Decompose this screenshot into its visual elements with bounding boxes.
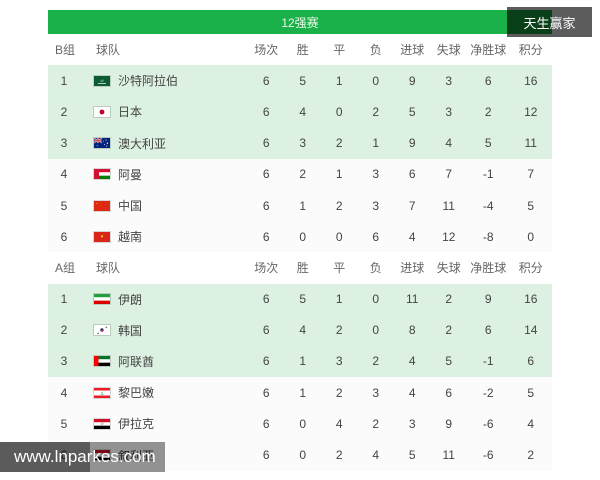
svg-text:الله: الله [100,422,104,425]
svg-text:الله: الله [100,78,104,82]
